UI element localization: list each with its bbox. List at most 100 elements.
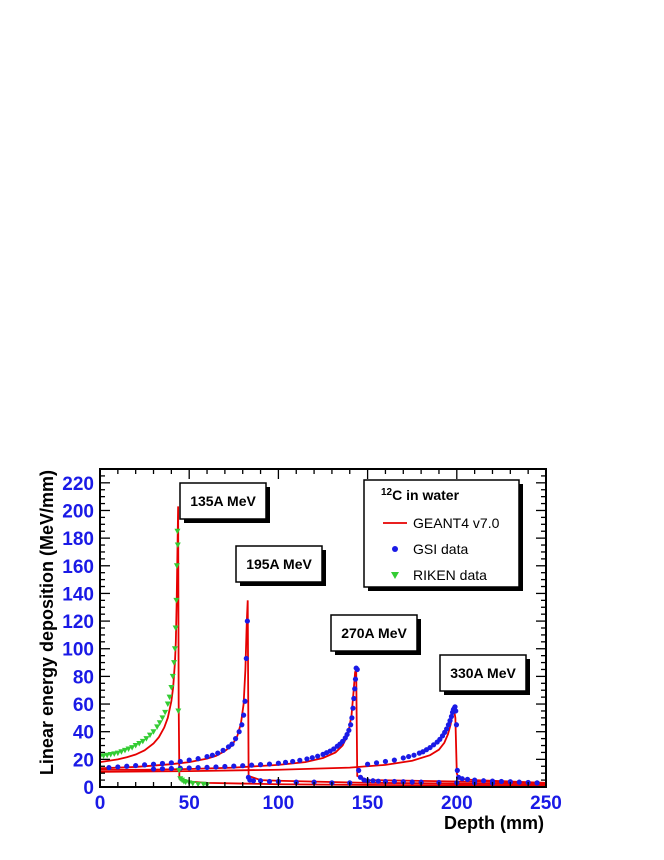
- gsi-data-330a-mev-point: [516, 779, 522, 785]
- gsi-data-195a-mev-point: [257, 778, 264, 784]
- x-tick-label: 0: [95, 793, 106, 814]
- legend-entry-gsi: GSI data: [392, 541, 468, 557]
- energy-label-135: 135A MeV: [179, 482, 270, 523]
- gsi-data-330a-mev-points: [365, 704, 540, 786]
- gsi-data-270a-mev-point: [351, 695, 357, 702]
- gsi-data-270a-mev-point: [309, 755, 315, 761]
- energy-label-330-text: 330A MeV: [450, 665, 516, 681]
- gsi-data-195a-mev-point: [236, 729, 242, 735]
- legend-label-geant4: GEANT4 v7.0: [413, 515, 500, 531]
- riken-data-135a-mev-point: [136, 740, 143, 747]
- y-axis-title: Linear energy deposition (MeV/mm): [37, 470, 57, 775]
- riken-data-135a-mev-point: [173, 563, 180, 569]
- gsi-data-270a-mev-point: [304, 756, 310, 762]
- energy-label-195-text: 195A MeV: [246, 556, 312, 572]
- gsi-data-195a-mev-point: [232, 736, 239, 742]
- gsi-data-330a-mev-point: [454, 767, 460, 774]
- gsi-data-330a-mev-point: [453, 722, 460, 728]
- riken-data-135a-mev-point: [139, 738, 146, 745]
- riken-data-135a-mev-point: [159, 715, 166, 721]
- gsi-data-195a-mev-point: [133, 762, 139, 769]
- riken-data-135a-mev-point: [146, 732, 153, 739]
- riken-data-135a-mev-point: [176, 767, 183, 774]
- gsi-data-330a-mev-point: [365, 761, 371, 767]
- gsi-data-270a-mev-point: [315, 753, 321, 759]
- x-tick-label: 100: [263, 793, 295, 814]
- gsi-data-195a-mev-point: [150, 761, 157, 767]
- gsi-data-195a-mev-point: [168, 760, 174, 766]
- gsi-data-270a-mev-point: [348, 722, 354, 728]
- y-tick-label: 0: [83, 778, 94, 799]
- gsi-data-270a-mev-point: [282, 759, 289, 765]
- gsi-data-195a-mev-point: [204, 753, 210, 760]
- gsi-data-330a-mev-point: [489, 778, 496, 784]
- legend-label-gsi: GSI data: [413, 541, 468, 557]
- y-tick-label: 60: [73, 695, 94, 716]
- y-tick-label: 140: [62, 584, 94, 605]
- riken-data-135a-mev-point: [172, 625, 179, 631]
- gsi-data-270a-mev-point: [352, 676, 359, 682]
- geant4-v7-0-135a-mev-line: [100, 506, 546, 787]
- gsi-data-270a-mev-point: [346, 727, 352, 733]
- gsi-data-195a-mev-point: [243, 655, 249, 662]
- x-tick-label: 50: [179, 793, 200, 814]
- riken-data-135a-mev-point: [132, 743, 139, 749]
- gsi-data-270a-mev-point: [350, 705, 356, 711]
- gsi-data-330a-mev-point: [534, 780, 540, 786]
- y-tick-label: 20: [73, 750, 94, 771]
- riken-data-135a-mev-point: [171, 646, 178, 652]
- y-tick-label: 100: [62, 640, 94, 661]
- y-tick-label: 220: [62, 474, 94, 495]
- gsi-data-330a-mev-point: [427, 744, 433, 751]
- gsi-data-270a-mev-point: [275, 760, 281, 766]
- gsi-data-330a-mev-point: [411, 752, 417, 758]
- riken-data-135a-mev-point: [111, 751, 118, 757]
- gsi-data-195a-mev-point: [195, 756, 201, 762]
- gsi-data-330a-mev-point: [373, 760, 380, 766]
- riken-data-135a-mev-point: [129, 745, 136, 751]
- riken-data-135a-mev-point: [121, 747, 128, 754]
- x-tick-label: 150: [352, 793, 384, 814]
- legend-triangle-swatch: [391, 572, 399, 579]
- gsi-data-270a-mev-point: [370, 778, 376, 784]
- gsi-data-195a-mev-point: [242, 698, 248, 704]
- riken-data-135a-mev-point: [189, 781, 196, 787]
- riken-data-135a-mev-point: [195, 781, 202, 787]
- gsi-data-270a-mev-point: [375, 778, 381, 784]
- gsi-data-330a-mev-point: [480, 778, 487, 784]
- gsi-data-195a-mev-point: [186, 757, 192, 763]
- gsi-data-330a-mev-point: [382, 758, 389, 765]
- riken-data-135a-mev-point: [164, 701, 171, 708]
- riken-data-135a-mev-point: [154, 724, 161, 730]
- gsi-data-195a-mev-point: [225, 744, 232, 750]
- gsi-data-330a-mev-point: [452, 704, 458, 710]
- riken-data-135a-mev-point: [100, 753, 107, 759]
- gsi-data-270a-mev-point: [297, 757, 303, 763]
- legend: 12C in water GEANT4 v7.0 GSI data RIKEN …: [363, 479, 523, 591]
- gsi-data-330a-mev-point: [445, 722, 452, 728]
- gsi-data-195a-mev-point: [250, 778, 257, 784]
- gsi-data-195a-mev-point: [215, 750, 221, 756]
- gsi-data-330a-mev-point: [448, 713, 455, 720]
- gsi-data-270a-mev-point: [168, 765, 174, 772]
- gsi-data-195a-mev-point: [209, 752, 215, 758]
- riken-data-135a-mev-point: [143, 736, 150, 742]
- gsi-data-195a-mev-point: [220, 747, 226, 753]
- gsi-data-270a-mev-point: [257, 762, 264, 768]
- gsi-data-330a-mev-point: [453, 708, 459, 714]
- gsi-data-270a-mev-point: [354, 666, 360, 673]
- legend-title: 12C in water: [381, 487, 460, 503]
- gsi-data-270a-mev-point: [290, 758, 296, 765]
- gsi-data-270a-mev-points: [150, 665, 496, 786]
- gsi-data-270a-mev-point: [222, 763, 228, 770]
- riken-data-135a-mev-points: [100, 528, 211, 787]
- energy-label-270: 270A MeV: [330, 614, 421, 655]
- riken-data-135a-mev-point: [156, 720, 163, 726]
- riken-data-135a-mev-point: [125, 746, 132, 752]
- gsi-data-330a-mev-point: [459, 776, 465, 782]
- gsi-data-270a-mev-point: [231, 763, 237, 769]
- legend-entry-riken: RIKEN data: [391, 567, 487, 583]
- y-tick-label: 200: [62, 501, 94, 522]
- gsi-data-195a-mev-point: [142, 762, 148, 768]
- gsi-data-270a-mev-point: [391, 778, 397, 785]
